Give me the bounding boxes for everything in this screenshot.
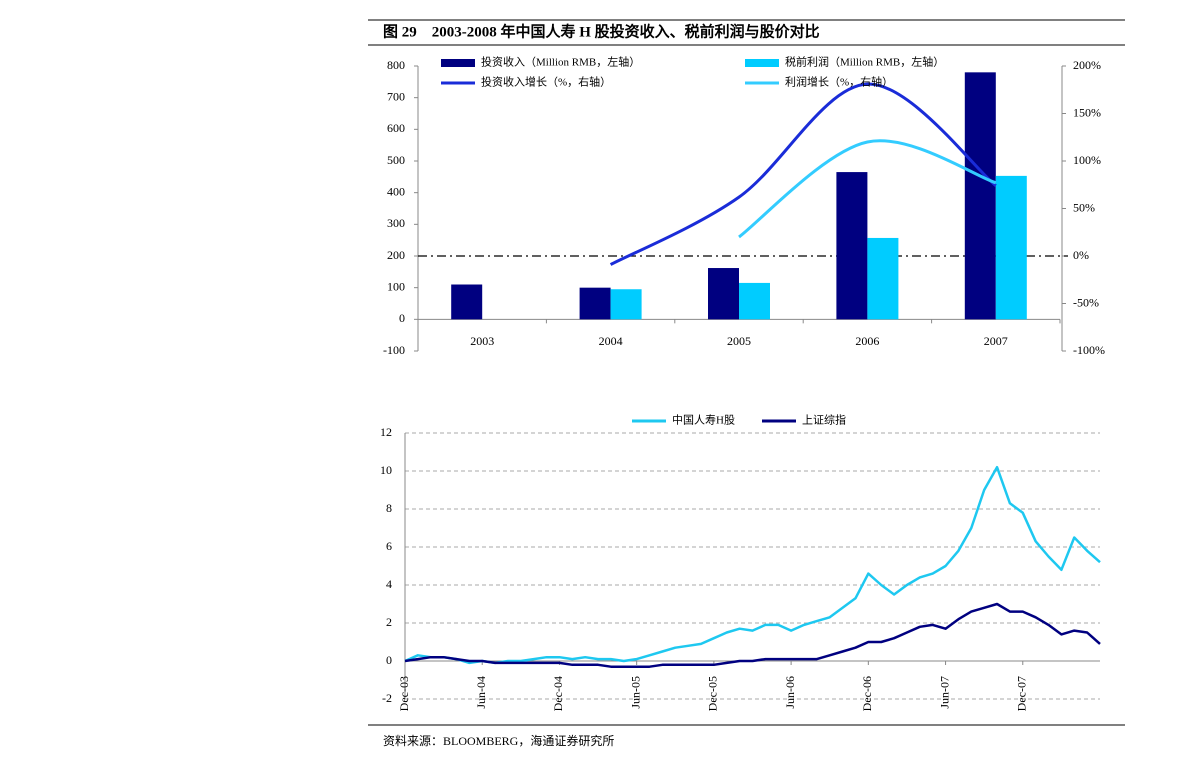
- y2-tick-label: -100%: [1073, 343, 1105, 357]
- x-tick-label: Dec-03: [397, 676, 411, 711]
- y-tick-label: 500: [387, 153, 405, 167]
- x-tick-label: 2005: [727, 334, 751, 348]
- x-tick-label: Jun-04: [474, 676, 488, 709]
- legend-swatch: [441, 59, 475, 67]
- x-tick-label: 2003: [470, 334, 494, 348]
- bar: [708, 268, 739, 320]
- bar: [579, 287, 611, 320]
- y-tick-label: 0: [386, 653, 392, 667]
- x-tick-label: Jun-06: [783, 676, 797, 709]
- y2-tick-label: 0%: [1073, 248, 1089, 262]
- line: [404, 602, 1101, 668]
- bar: [867, 237, 899, 320]
- legend-label: 中国人寿H股: [672, 413, 735, 427]
- y-tick-label: 200: [387, 248, 405, 262]
- y2-tick-label: 150%: [1073, 105, 1101, 119]
- y-tick-label: 0: [399, 311, 405, 325]
- x-tick-label: Dec-05: [706, 676, 720, 711]
- y-tick-label: 700: [387, 89, 405, 103]
- y-tick-label: 10: [380, 463, 392, 477]
- x-tick-label: Jun-07: [937, 676, 951, 709]
- x-tick-label: Dec-06: [860, 676, 874, 711]
- line: [404, 465, 1101, 665]
- figure-title: 图 29 2003-2008 年中国人寿 H 股投资收入、税前利润与股价对比: [383, 22, 820, 40]
- bar: [995, 175, 1027, 320]
- bar: [739, 282, 770, 320]
- y-tick-label: 600: [387, 121, 405, 135]
- y-tick-label: 4: [386, 577, 392, 591]
- x-tick-label: 2006: [855, 334, 879, 348]
- y2-tick-label: 50%: [1073, 200, 1095, 214]
- x-tick-label: Dec-04: [551, 676, 565, 711]
- source: 资料来源：BLOOMBERG，海通证券研究所: [383, 733, 614, 748]
- y-tick-label: 400: [387, 184, 405, 198]
- y-tick-label: 6: [386, 539, 392, 553]
- legend-label: 利润增长（%，右轴）: [785, 75, 893, 89]
- y-tick-label: 300: [387, 216, 405, 230]
- y-tick-label: 12: [380, 425, 392, 439]
- y-tick-label: 100: [387, 279, 405, 293]
- bar: [836, 172, 868, 320]
- y2-tick-label: -50%: [1073, 295, 1099, 309]
- y-tick-label: 2: [386, 615, 392, 629]
- bar: [451, 284, 483, 320]
- y-tick-label: 800: [387, 58, 405, 72]
- x-tick-label: 2004: [599, 334, 623, 348]
- x-tick-label: Jun-05: [628, 676, 642, 709]
- legend-label: 投资收入（Million RMB，左轴）: [481, 55, 640, 69]
- y2-tick-label: 200%: [1073, 58, 1101, 72]
- y-tick-label: 8: [386, 501, 392, 515]
- x-tick-label: Dec-07: [1015, 676, 1029, 711]
- legend-swatch: [745, 59, 779, 67]
- bar: [964, 72, 996, 320]
- x-tick-label: 2007: [984, 334, 1008, 348]
- legend-label: 投资收入增长（%，右轴）: [481, 75, 611, 89]
- line: [738, 139, 997, 239]
- y-tick-label: -2: [382, 691, 392, 705]
- bar: [610, 289, 642, 320]
- line: [609, 82, 997, 266]
- y-tick-label: -100: [383, 343, 405, 357]
- y2-tick-label: 100%: [1073, 153, 1101, 167]
- legend-label: 上证综指: [802, 413, 846, 427]
- legend-label: 税前利润（Million RMB，左轴）: [785, 55, 944, 69]
